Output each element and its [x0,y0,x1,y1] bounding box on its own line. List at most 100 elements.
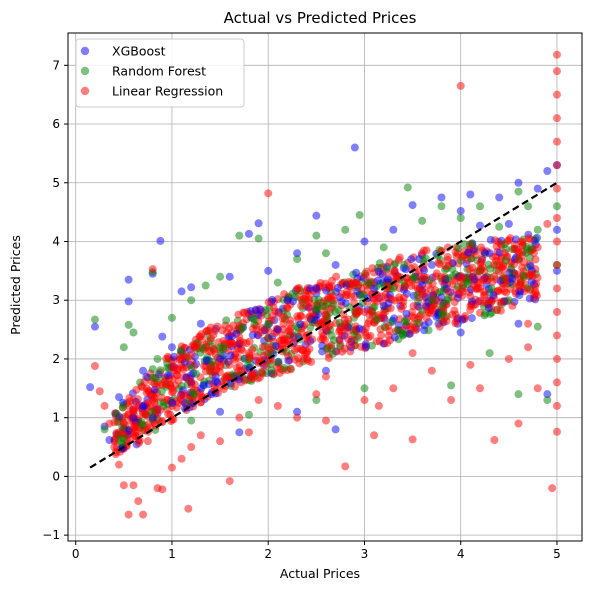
dense-point [458,291,467,300]
data-point [119,419,128,428]
data-point [312,211,321,220]
dense-point [284,356,293,365]
data-point [167,313,176,322]
data-point [533,225,542,234]
x-tick-label: 0 [72,547,80,561]
data-point [283,337,292,346]
dense-point [245,337,254,346]
data-point [437,193,446,202]
data-point [389,284,398,293]
dense-point [531,255,540,264]
data-point [100,425,109,434]
data-point [370,431,379,440]
data-point [115,393,124,402]
data-point [456,206,465,215]
data-point [389,225,398,234]
dense-point [322,344,331,353]
dense-point [248,314,257,323]
dense-point [151,373,160,382]
dense-point [516,280,525,289]
dense-point [405,329,414,338]
series-1 [90,183,561,443]
dense-point [131,421,140,430]
dense-point [134,438,143,447]
data-point [408,349,417,358]
dense-point [335,325,344,334]
data-point [485,349,494,358]
data-point [177,454,186,463]
data-point [293,407,302,416]
data-point [187,283,196,292]
dense-point [199,381,208,390]
legend-label: XGBoost [112,44,166,59]
data-point [119,481,128,490]
data-point [548,484,557,493]
dense-point [409,302,418,311]
dense-point [476,296,485,305]
dense-point [120,412,129,421]
legend-box [75,38,245,108]
data-point [95,387,104,396]
data-point [312,284,321,293]
data-point [350,143,359,152]
y-tick-label: 3 [52,293,60,307]
data-point [187,443,196,452]
data-point [124,320,133,329]
data-point [254,396,263,405]
y-tick-label: 1 [52,411,60,425]
y-tick-label: 5 [52,176,60,190]
dense-point [333,283,342,292]
data-point [533,384,542,393]
data-point [312,390,321,399]
data-point [225,360,234,369]
data-point [216,354,225,363]
data-point [331,307,340,316]
dense-point [322,310,331,319]
dense-point [253,374,262,383]
dense-point [454,244,463,253]
dense-point [303,337,312,346]
legend-marker [80,46,90,56]
dense-point [228,340,237,349]
dense-point [213,322,222,331]
reference-line [89,181,558,469]
data-point [552,331,561,340]
dense-point [364,279,373,288]
dense-point [400,282,409,291]
dense-point [150,379,159,388]
data-point [321,416,330,425]
data-point [524,343,533,352]
y-tick-label: −1 [42,528,60,542]
dense-point [296,320,305,329]
x-tick-label: 3 [361,547,369,561]
data-point [206,366,215,375]
dense-point [306,284,315,293]
dense-point [402,309,411,318]
data-point [148,407,157,416]
dense-point [423,306,432,315]
data-point [293,255,302,264]
data-point [475,202,484,211]
data-point [143,437,152,446]
dense-point [438,301,447,310]
dense-point [477,258,486,267]
data-point [485,249,494,258]
dense-point [515,291,524,300]
dense-point [526,271,535,280]
dense-point [248,324,257,333]
data-point [244,229,253,238]
data-point [158,332,167,341]
data-point [283,296,292,305]
data-point [552,266,561,275]
dense-point [422,273,431,282]
data-point [321,372,330,381]
data-point [370,284,379,293]
data-point [341,319,350,328]
dense-point [156,366,165,375]
dense-point [188,342,197,351]
data-point [418,216,427,225]
dense-point [387,318,396,327]
data-point [552,307,561,316]
data-point [244,410,253,419]
